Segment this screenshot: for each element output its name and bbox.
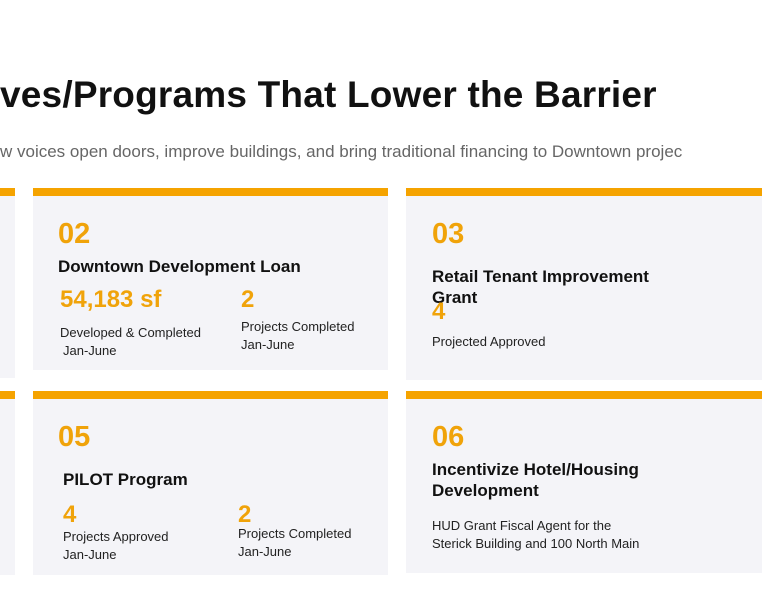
stat-label: Projected Approved [432, 334, 546, 349]
card: 06 Incentivize Hotel/Housing Development H… [406, 391, 762, 573]
card-number: 03 [432, 218, 465, 250]
card-description: HUD Grant Fiscal Agent for the [432, 518, 612, 533]
stat-label: Jan-June [241, 337, 295, 352]
card-number: 02 [58, 218, 91, 250]
card-title: Downtown Development Loan [58, 257, 301, 276]
stat-value: 4 [63, 501, 77, 528]
stat-label: Jan-June [63, 343, 117, 358]
page-subtitle: w voices open doors, improve buildings, … [0, 142, 683, 161]
page-title: ves/Programs That Lower the Barrier [0, 74, 657, 115]
stat-label: Jan-June [238, 544, 292, 559]
card-number: 06 [432, 421, 465, 453]
stat-label: Projects Completed [238, 526, 352, 541]
card-partial [0, 188, 15, 378]
card-description: Sterick Building and 100 North Main [432, 536, 640, 551]
card: 03 Retail Tenant Improvement Grant 4 Projec… [406, 188, 762, 380]
card-title: Incentivize Hotel/Housing Development [432, 460, 639, 500]
stat-value: 2 [238, 501, 252, 528]
card-title: Retail Tenant Improvement Grant [432, 267, 649, 307]
stat-label: Projects Completed [241, 319, 355, 334]
stat-label: Developed & Completed [60, 325, 201, 340]
stat-label: Projects Approved [63, 529, 169, 544]
card-partial [0, 391, 15, 575]
stat-value: 2 [241, 286, 255, 313]
card: 05 PILOT Program 4 Projects Approved Jan-Jun… [33, 391, 388, 575]
stat-value: 54,183 sf [60, 286, 162, 313]
card-title: PILOT Program [63, 470, 188, 489]
stat-label: Jan-June [63, 547, 117, 562]
stat-value: 4 [432, 298, 446, 325]
card: 02 Downtown Development Loan 54,183 sf Deve… [33, 188, 388, 370]
card-number: 05 [58, 421, 91, 453]
